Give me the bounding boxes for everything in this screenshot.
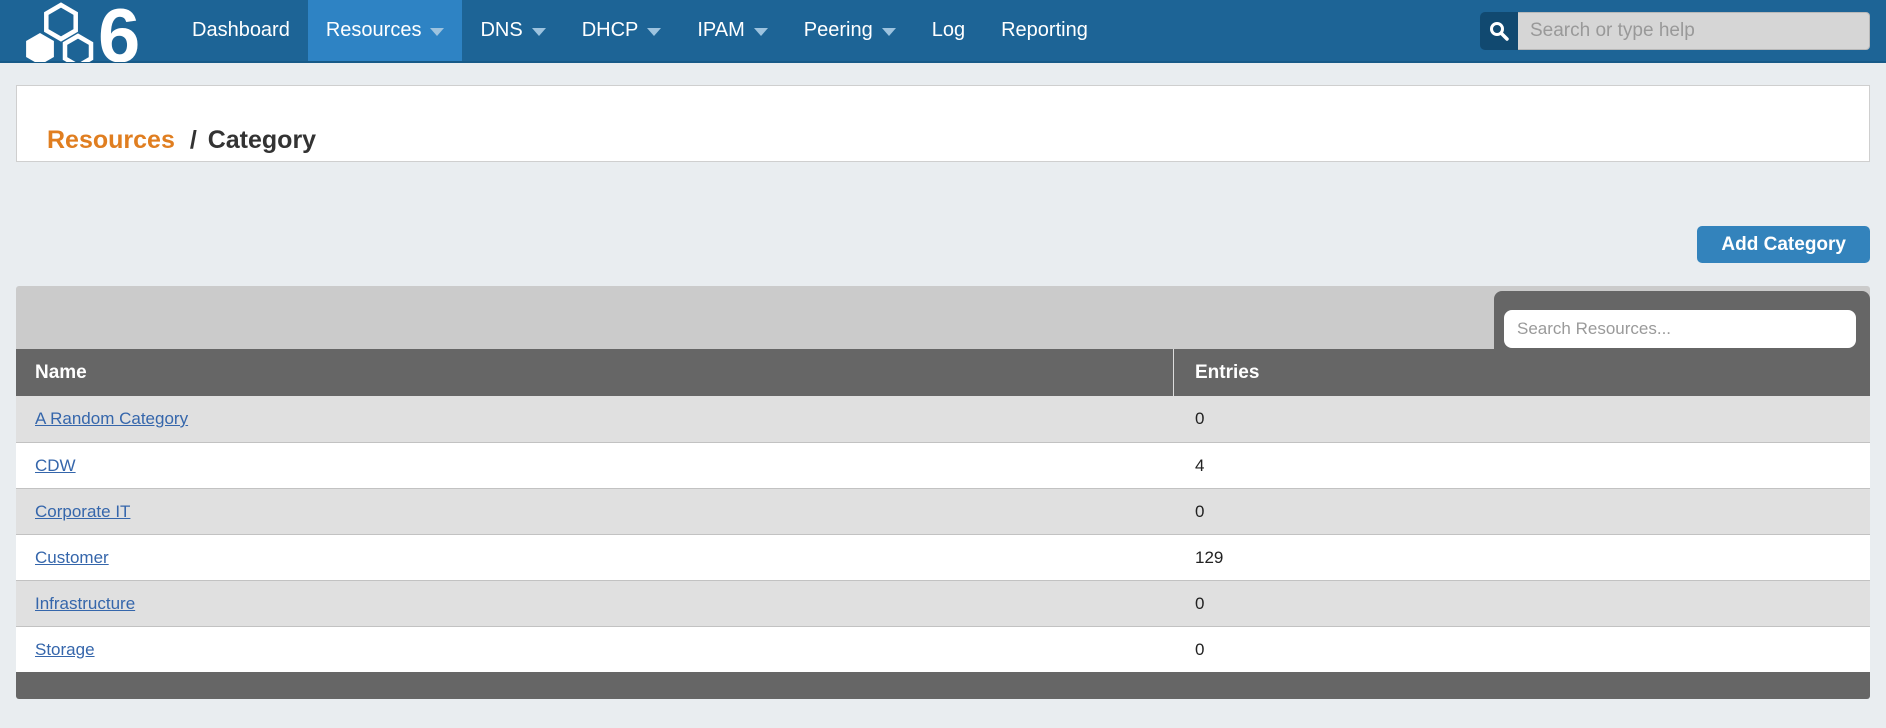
entries-count: 4	[1195, 455, 1205, 475]
column-header-name[interactable]: Name	[16, 349, 1174, 396]
nav-item-dns[interactable]: DNS	[462, 0, 563, 61]
nav-item-resources[interactable]: Resources	[307, 0, 463, 61]
table-row: Corporate IT 0	[16, 488, 1870, 534]
table-body: A Random Category 0 CDW 4 Corporate IT 0…	[16, 396, 1870, 672]
action-row: Add Category	[16, 226, 1870, 263]
table-row: Infrastructure 0	[16, 580, 1870, 626]
breadcrumb-card: Resources / Category	[16, 85, 1870, 162]
chevron-down-icon	[881, 28, 896, 36]
chevron-down-icon	[647, 28, 662, 36]
table-row: Customer 129	[16, 534, 1870, 580]
table-row: Storage 0	[16, 626, 1870, 672]
category-link[interactable]: Storage	[35, 639, 95, 659]
column-header-entries[interactable]: Entries	[1195, 361, 1260, 383]
category-link[interactable]: CDW	[35, 455, 76, 475]
search-button[interactable]	[1480, 11, 1518, 50]
svg-text:6: 6	[98, 0, 140, 62]
table-header-row: Name Entries	[16, 349, 1870, 396]
nav-item-log[interactable]: Log	[931, 19, 966, 41]
hexagons-6-logo-icon: 6	[26, 0, 140, 62]
category-table: Name Entries A Random Category 0 CDW 4 C…	[16, 286, 1870, 699]
entries-count: 0	[1195, 593, 1205, 613]
entries-count: 0	[1195, 639, 1205, 659]
nav-item-dashboard[interactable]: Dashboard	[192, 19, 290, 41]
page-title: Category	[207, 126, 317, 154]
table-row: A Random Category 0	[16, 396, 1870, 442]
top-navbar: 6 Dashboard Resources DNS DHCP IPAM Peer…	[0, 0, 1886, 63]
table-row: CDW 4	[16, 442, 1870, 488]
chevron-down-icon	[753, 28, 768, 36]
entries-count: 129	[1195, 547, 1224, 567]
chevron-down-icon	[430, 28, 445, 36]
search-icon	[1490, 21, 1509, 41]
breadcrumb-separator: /	[189, 126, 197, 154]
main-nav: Dashboard Resources DNS DHCP IPAM Peerin…	[174, 0, 1106, 61]
nav-item-dhcp[interactable]: DHCP	[564, 0, 680, 61]
add-category-button[interactable]: Add Category	[1697, 226, 1870, 263]
table-search-container	[1494, 291, 1870, 349]
global-search	[1480, 0, 1870, 61]
nav-item-peering[interactable]: Peering	[786, 0, 914, 61]
app-logo[interactable]: 6	[0, 0, 150, 62]
category-link[interactable]: A Random Category	[35, 409, 189, 428]
table-search-input[interactable]	[1504, 310, 1856, 348]
breadcrumb: Resources / Category	[47, 126, 1869, 155]
category-link[interactable]: Infrastructure	[35, 593, 136, 613]
entries-count: 0	[1195, 409, 1205, 428]
entries-count: 0	[1195, 501, 1205, 521]
nav-item-ipam[interactable]: IPAM	[679, 0, 785, 61]
nav-item-reporting[interactable]: Reporting	[1001, 19, 1088, 41]
breadcrumb-resources-link[interactable]: Resources	[47, 126, 175, 154]
category-link[interactable]: Customer	[35, 547, 109, 567]
global-search-input[interactable]	[1518, 11, 1870, 50]
table-toolbar	[16, 286, 1870, 349]
category-link[interactable]: Corporate IT	[35, 501, 131, 521]
chevron-down-icon	[531, 28, 546, 36]
table-footer-bar	[16, 672, 1870, 699]
